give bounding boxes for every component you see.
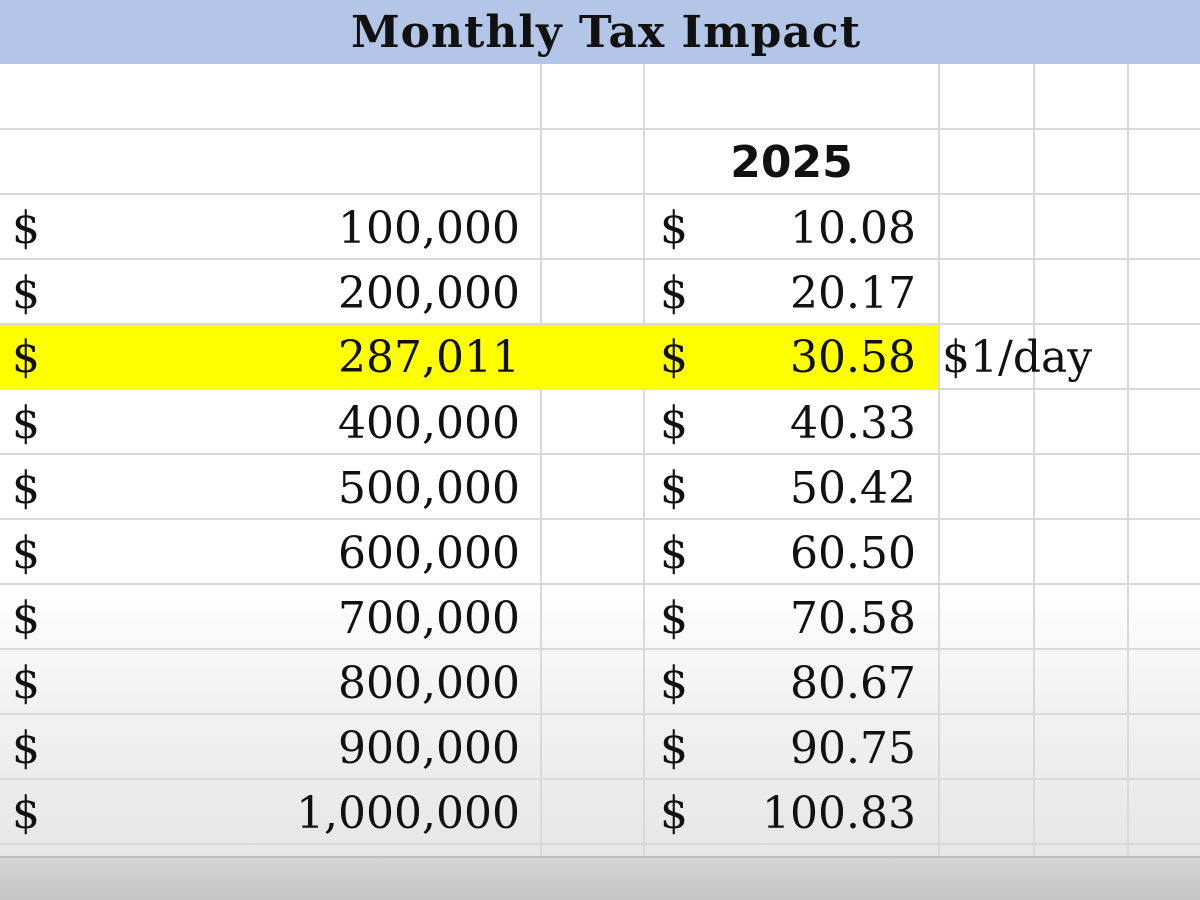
sheet-title: Monthly Tax Impact <box>350 6 862 58</box>
tax-amount-cell[interactable]: 70.58 <box>790 593 916 644</box>
table-row[interactable]: $ 400,000 $ 40.33 <box>0 391 1200 456</box>
gridline-vertical <box>540 64 542 856</box>
currency-symbol: $ <box>660 528 688 579</box>
gridline-horizontal <box>0 128 1200 130</box>
gridline-vertical <box>1033 64 1035 856</box>
currency-symbol: $ <box>660 398 688 449</box>
tax-amount-cell[interactable]: 60.50 <box>790 528 916 579</box>
gridline-horizontal <box>0 518 1200 520</box>
tax-amount-cell[interactable]: 100.83 <box>762 788 916 839</box>
currency-symbol: $ <box>12 658 40 709</box>
currency-symbol: $ <box>12 788 40 839</box>
tax-amount-cell[interactable]: 50.42 <box>790 463 916 514</box>
table-row-highlighted[interactable]: $ 287,011 $ 30.58 $1/day <box>0 325 1200 390</box>
tax-amount-cell[interactable]: 30.58 <box>790 332 916 383</box>
gridline-horizontal <box>0 648 1200 650</box>
gridline-horizontal <box>0 258 1200 260</box>
gridline-horizontal <box>0 453 1200 455</box>
currency-symbol: $ <box>660 463 688 514</box>
currency-symbol: $ <box>12 723 40 774</box>
currency-symbol: $ <box>660 203 688 254</box>
currency-symbol: $ <box>12 463 40 514</box>
property-value-cell[interactable]: 800,000 <box>338 658 520 709</box>
tax-amount-cell[interactable]: 20.17 <box>790 268 916 319</box>
property-value-cell[interactable]: 500,000 <box>338 463 520 514</box>
status-bar <box>0 856 1200 900</box>
property-value-cell[interactable]: 287,011 <box>338 332 520 383</box>
note-cell[interactable]: $1/day <box>942 332 1093 383</box>
tax-amount-cell[interactable]: 40.33 <box>790 398 916 449</box>
table-row[interactable]: $ 900,000 $ 90.75 <box>0 716 1200 781</box>
currency-symbol: $ <box>660 593 688 644</box>
property-value-cell[interactable]: 400,000 <box>338 398 520 449</box>
table-row[interactable]: $ 800,000 $ 80.67 <box>0 651 1200 716</box>
currency-symbol: $ <box>12 203 40 254</box>
currency-symbol: $ <box>660 268 688 319</box>
title-bar: Monthly Tax Impact <box>0 0 1200 64</box>
property-value-cell[interactable]: 1,000,000 <box>296 788 520 839</box>
currency-symbol: $ <box>660 788 688 839</box>
currency-symbol: $ <box>12 332 40 383</box>
table-row[interactable]: $ 1,000,000 $ 100.83 <box>0 781 1200 846</box>
table-row[interactable]: $ 100,000 $ 10.08 <box>0 196 1200 261</box>
gridline-horizontal <box>0 843 1200 845</box>
tax-amount-cell[interactable]: 80.67 <box>790 658 916 709</box>
gridline-horizontal <box>0 323 1200 325</box>
currency-symbol: $ <box>660 658 688 709</box>
gridline-horizontal <box>0 193 1200 195</box>
property-value-cell[interactable]: 100,000 <box>338 203 520 254</box>
property-value-cell[interactable]: 900,000 <box>338 723 520 774</box>
property-value-cell[interactable]: 200,000 <box>338 268 520 319</box>
table-row[interactable]: $ 200,000 $ 20.17 <box>0 261 1200 326</box>
table-row[interactable]: $ 700,000 $ 70.58 <box>0 586 1200 651</box>
tax-amount-cell[interactable]: 10.08 <box>790 203 916 254</box>
gridline-horizontal <box>0 713 1200 715</box>
gridline-vertical <box>938 64 940 856</box>
property-value-cell[interactable]: 600,000 <box>338 528 520 579</box>
currency-symbol: $ <box>660 723 688 774</box>
gridline-horizontal <box>0 778 1200 780</box>
property-value-cell[interactable]: 700,000 <box>338 593 520 644</box>
currency-symbol: $ <box>12 528 40 579</box>
currency-symbol: $ <box>660 332 688 383</box>
currency-symbol: $ <box>12 398 40 449</box>
gridline-horizontal <box>0 583 1200 585</box>
table-row[interactable]: $ 500,000 $ 50.42 <box>0 456 1200 521</box>
currency-symbol: $ <box>12 593 40 644</box>
gridline-vertical <box>1127 64 1129 856</box>
gridline-vertical <box>643 64 645 856</box>
table-row[interactable]: $ 600,000 $ 60.50 <box>0 521 1200 586</box>
row-highlight-fill <box>0 325 938 390</box>
currency-symbol: $ <box>12 268 40 319</box>
tax-amount-cell[interactable]: 90.75 <box>790 723 916 774</box>
year-column-header[interactable]: 2025 <box>730 136 853 188</box>
